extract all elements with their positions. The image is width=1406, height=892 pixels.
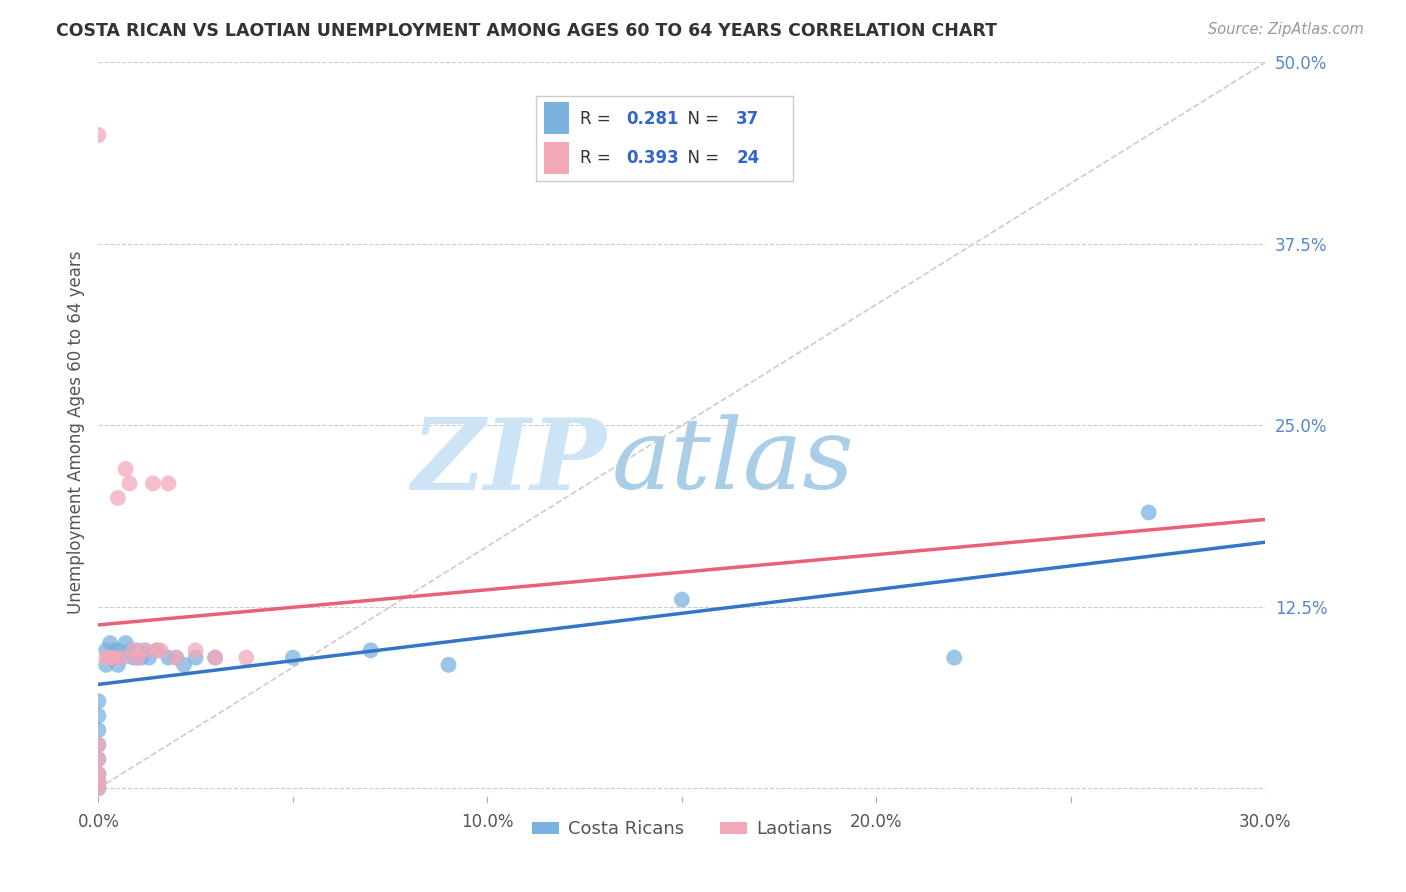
Point xyxy=(87,766,110,780)
Point xyxy=(111,650,134,665)
Point xyxy=(134,643,156,657)
Point xyxy=(118,643,141,657)
Point xyxy=(96,643,118,657)
Point xyxy=(149,643,172,657)
Point xyxy=(157,476,180,491)
Point xyxy=(118,476,141,491)
Point xyxy=(107,657,129,672)
Point xyxy=(127,650,149,665)
Point xyxy=(87,708,110,723)
Point xyxy=(134,643,156,657)
Point xyxy=(204,650,226,665)
Point xyxy=(173,657,195,672)
Point xyxy=(146,643,169,657)
Point xyxy=(96,657,118,672)
Point xyxy=(184,643,207,657)
Point xyxy=(103,650,125,665)
Text: COSTA RICAN VS LAOTIAN UNEMPLOYMENT AMONG AGES 60 TO 64 YEARS CORRELATION CHART: COSTA RICAN VS LAOTIAN UNEMPLOYMENT AMON… xyxy=(56,22,997,40)
Point xyxy=(87,774,110,789)
Point xyxy=(142,476,165,491)
Point xyxy=(103,643,125,657)
Point xyxy=(165,650,187,665)
Point xyxy=(129,650,152,665)
Point xyxy=(204,650,226,665)
Point xyxy=(87,694,110,708)
Point xyxy=(87,774,110,789)
Point xyxy=(103,650,125,665)
Point xyxy=(138,650,160,665)
Point xyxy=(107,491,129,505)
Point xyxy=(87,752,110,766)
Point xyxy=(111,650,134,665)
Point xyxy=(87,723,110,738)
Point xyxy=(96,650,118,665)
Point xyxy=(87,766,110,780)
Point xyxy=(87,738,110,752)
Point xyxy=(235,650,257,665)
Point xyxy=(87,738,110,752)
Point xyxy=(87,781,110,796)
Text: ZIP: ZIP xyxy=(411,414,606,510)
Point xyxy=(98,636,121,650)
Point xyxy=(122,650,145,665)
Point xyxy=(146,643,169,657)
Point xyxy=(184,650,207,665)
Point xyxy=(943,650,966,665)
Point xyxy=(360,643,382,657)
Point xyxy=(87,128,110,142)
Point xyxy=(114,462,136,476)
Legend: Costa Ricans, Laotians: Costa Ricans, Laotians xyxy=(524,814,839,846)
Text: Source: ZipAtlas.com: Source: ZipAtlas.com xyxy=(1208,22,1364,37)
Point xyxy=(157,650,180,665)
Point xyxy=(437,657,460,672)
Point xyxy=(107,643,129,657)
Point xyxy=(122,643,145,657)
Y-axis label: Unemployment Among Ages 60 to 64 years: Unemployment Among Ages 60 to 64 years xyxy=(66,251,84,615)
Point xyxy=(671,592,693,607)
Point xyxy=(127,650,149,665)
Point xyxy=(114,636,136,650)
Point xyxy=(87,781,110,796)
Text: atlas: atlas xyxy=(612,415,855,510)
Point xyxy=(98,650,121,665)
Point xyxy=(281,650,304,665)
Point xyxy=(127,643,149,657)
Point xyxy=(87,752,110,766)
Point xyxy=(165,650,187,665)
Point xyxy=(98,650,121,665)
Point xyxy=(1137,506,1160,520)
